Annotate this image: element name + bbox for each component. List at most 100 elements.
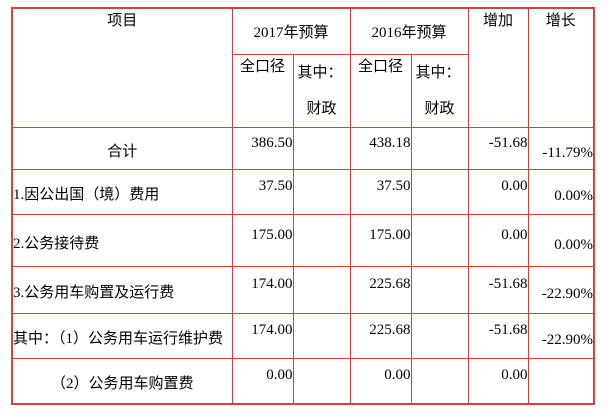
value: 175.00 (251, 226, 293, 243)
cell-growth: -11.79% (527, 126, 595, 170)
row-label: 合计 (107, 143, 138, 160)
cell-growth: -22.90% (527, 265, 595, 314)
cell-2016-fiscal (410, 357, 469, 405)
row-label: 3.公务用车购置及运行费 (13, 285, 175, 301)
value: 0.00 (501, 178, 528, 194)
of-which-label: 其中： (415, 64, 461, 81)
col-header-2017-full-caliber: 全口径 (231, 53, 294, 128)
row-label: 1.因公出国（境）费用 (13, 187, 160, 203)
col-group-2016-budget: 2016年预算 (349, 7, 469, 55)
cell-2017-fiscal (292, 168, 351, 215)
cell-2017-full: 386.50 (231, 126, 294, 170)
cell-2016-full: 0.00 (349, 357, 412, 405)
value: 0.00 (384, 367, 411, 384)
table-row-abroad-expense: 1.因公出国（境）费用 37.50 37.50 0.00 0.00% (11, 168, 595, 215)
row-label-cell: 其中：（1）公务用车运行维护费 (11, 312, 233, 359)
value: 0.00 (501, 226, 528, 243)
cell-2017-fiscal (292, 357, 351, 405)
value: 174.00 (251, 322, 293, 338)
cell-2017-fiscal (292, 213, 351, 267)
cell-2017-full: 174.00 (231, 265, 294, 314)
cell-2017-fiscal (292, 312, 351, 359)
header-row-2: 全口径 其中： 财政 全口径 其中： 财政 (12, 53, 594, 128)
cell-growth: -22.90% (527, 312, 595, 359)
cell-2017-fiscal (292, 126, 351, 170)
value: -51.68 (488, 276, 528, 292)
row-label-cell: 3.公务用车购置及运行费 (11, 265, 233, 314)
col-header-2016-full-caliber: 全口径 (349, 53, 412, 128)
value: 0.00 (501, 367, 528, 384)
col-header-2016-fiscal: 其中： 财政 (410, 53, 469, 128)
table-row-total: 合计 386.50 438.18 -51.68 -11.79% (11, 126, 595, 170)
col-group-2017-label: 2017年预算 (253, 24, 329, 41)
cell-2016-fiscal (410, 126, 469, 170)
col-header-increase: 增加 (467, 7, 529, 128)
cell-2016-full: 438.18 (349, 126, 412, 170)
cell-increase: -51.68 (467, 265, 529, 314)
value: 386.50 (251, 134, 293, 151)
col-header-item: 项目 (11, 7, 233, 128)
cell-2016-fiscal (410, 168, 469, 215)
col-header-growth: 增长 (527, 7, 595, 128)
cell-2016-fiscal (410, 265, 469, 314)
cell-2017-full: 174.00 (231, 312, 294, 359)
cell-2017-full: 0.00 (231, 357, 294, 405)
col-header-growth-label: 增长 (545, 13, 576, 29)
table-row-vehicle-purchase: （2）公务用车购置费 0.00 0.00 0.00 (11, 357, 595, 405)
value: -51.68 (488, 322, 528, 338)
full-caliber-label: 全口径 (358, 58, 404, 75)
value: -22.90% (541, 332, 594, 348)
cell-increase: -51.68 (467, 126, 529, 170)
row-label-cell: 合计 (11, 126, 233, 170)
cell-increase: 0.00 (467, 357, 529, 405)
row-label-cell: 1.因公出国（境）费用 (11, 168, 233, 215)
col-header-increase-label: 增加 (483, 13, 514, 29)
value: -11.79% (542, 144, 594, 161)
value: 225.68 (369, 276, 411, 292)
value: -22.90% (541, 286, 594, 302)
cell-growth (527, 357, 595, 405)
value: 225.68 (369, 322, 411, 338)
value: 174.00 (251, 276, 293, 292)
fiscal-label: 财政 (306, 100, 337, 117)
value: 37.50 (376, 178, 411, 194)
row-label-cell: 2.公务接待费 (11, 213, 233, 267)
cell-growth: 0.00% (527, 213, 595, 267)
col-header-2017-fiscal: 其中： 财政 (292, 53, 351, 128)
col-group-2017-budget: 2017年预算 (231, 7, 351, 55)
of-which-label: 其中： (297, 64, 343, 81)
row-label-cell: （2）公务用车购置费 (11, 357, 233, 405)
cell-2016-full: 225.68 (349, 265, 412, 314)
cell-2016-fiscal (410, 213, 469, 267)
row-label: （2）公务用车购置费 (50, 376, 194, 393)
header-row-1: 项目 2017年预算 2016年预算 增加 增长 (11, 7, 595, 128)
col-header-item-label: 项目 (107, 13, 138, 29)
cell-increase: -51.68 (467, 312, 529, 359)
value: 37.50 (258, 178, 293, 194)
cell-2016-full: 37.50 (349, 168, 412, 215)
cell-2017-fiscal (292, 265, 351, 314)
col-group-2016-label: 2016年预算 (371, 24, 447, 41)
table-row-vehicle-operation: 其中：（1）公务用车运行维护费 174.00 225.68 -51.68 -22… (11, 312, 595, 359)
page: 项目 2017年预算 2016年预算 增加 增长 全口径 其中： 财政 全口径 … (11, 7, 596, 405)
value: 175.00 (369, 226, 411, 243)
cell-2016-full: 225.68 (349, 312, 412, 359)
cell-2017-full: 37.50 (231, 168, 294, 215)
cell-increase: 0.00 (467, 168, 529, 215)
value: -51.68 (488, 134, 528, 151)
cell-2016-fiscal (410, 312, 469, 359)
value: 438.18 (369, 134, 411, 151)
value: 0.00% (554, 236, 594, 253)
full-caliber-label: 全口径 (239, 58, 285, 75)
cell-increase: 0.00 (467, 213, 529, 267)
value: 0.00% (554, 188, 594, 204)
cell-growth: 0.00% (527, 168, 595, 215)
table-row-vehicle-expense: 3.公务用车购置及运行费 174.00 225.68 -51.68 -22.90… (11, 265, 595, 314)
budget-table: 项目 2017年预算 2016年预算 增加 增长 全口径 其中： 财政 全口径 … (11, 7, 596, 405)
cell-2017-full: 175.00 (231, 213, 294, 267)
table-row-reception-expense: 2.公务接待费 175.00 175.00 0.00 0.00% (11, 213, 595, 267)
fiscal-label: 财政 (424, 100, 455, 117)
row-label: 其中：（1）公务用车运行维护费 (13, 331, 224, 347)
value: 0.00 (266, 367, 293, 384)
row-label: 2.公务接待费 (13, 235, 100, 252)
